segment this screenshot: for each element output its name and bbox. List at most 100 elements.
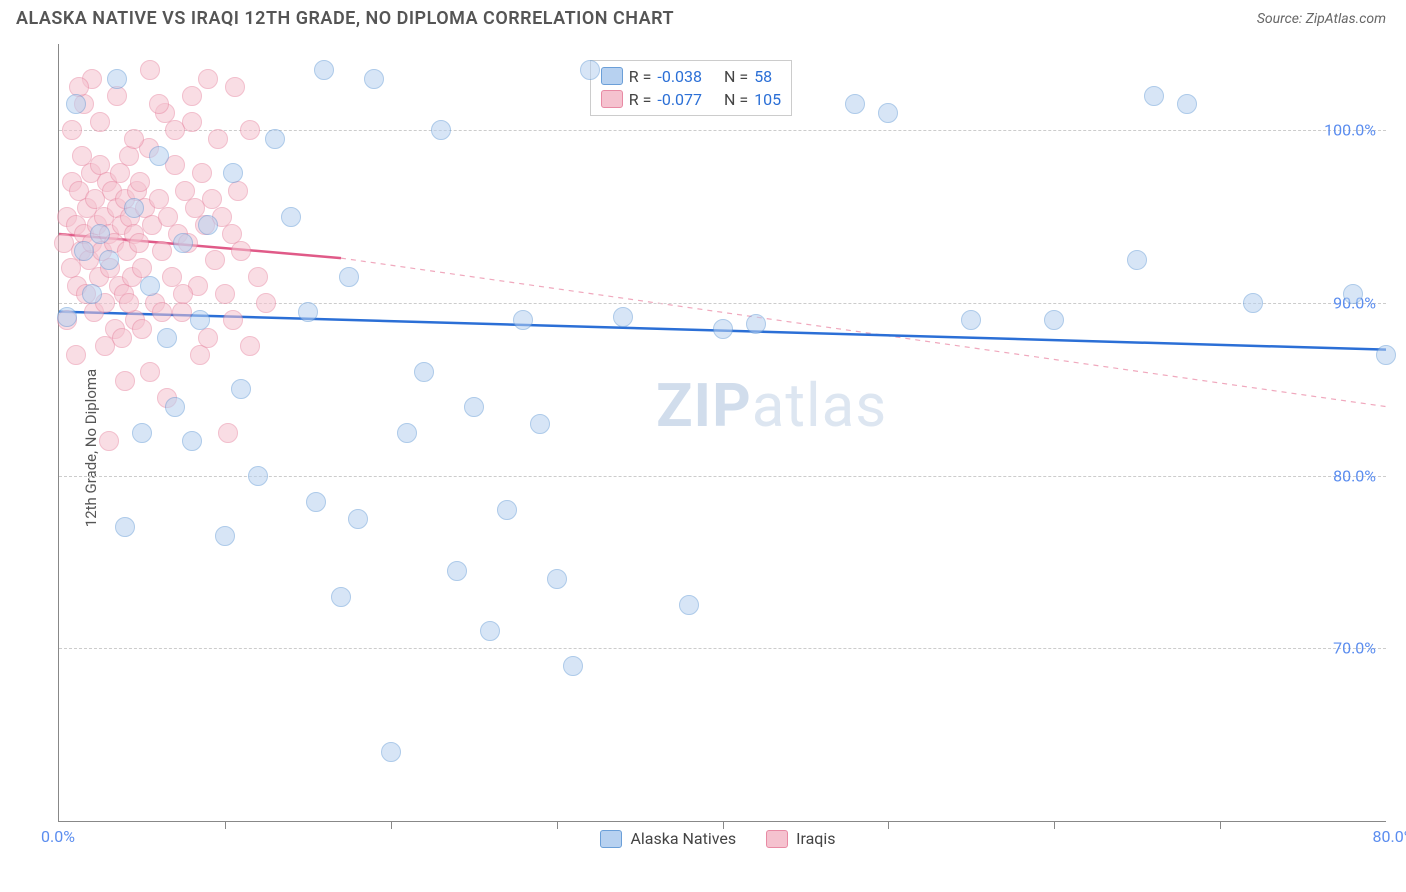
scatter-point bbox=[215, 526, 235, 546]
scatter-point bbox=[497, 500, 517, 520]
scatter-point bbox=[281, 207, 301, 227]
scatter-point bbox=[464, 397, 484, 417]
scatter-point bbox=[331, 587, 351, 607]
scatter-point bbox=[149, 94, 169, 114]
scatter-point bbox=[119, 293, 139, 313]
scatter-point bbox=[215, 284, 235, 304]
scatter-point bbox=[1177, 94, 1197, 114]
scatter-point bbox=[845, 94, 865, 114]
legend-swatch bbox=[601, 90, 623, 108]
x-tick bbox=[888, 821, 889, 829]
scatter-point bbox=[165, 120, 185, 140]
chart-area: 12th Grade, No Diploma ZIPatlas R =-0.03… bbox=[50, 44, 1386, 852]
trend-lines-layer bbox=[59, 44, 1386, 821]
chart-title: ALASKA NATIVE VS IRAQI 12TH GRADE, NO DI… bbox=[16, 8, 674, 29]
r-value[interactable]: -0.077 bbox=[657, 90, 702, 109]
scatter-point bbox=[381, 742, 401, 762]
x-tick-label: 80.0% bbox=[1373, 827, 1406, 846]
scatter-point bbox=[124, 129, 144, 149]
scatter-point bbox=[74, 241, 94, 261]
scatter-point bbox=[223, 163, 243, 183]
legend-swatch bbox=[601, 67, 623, 85]
r-value[interactable]: -0.038 bbox=[657, 67, 702, 86]
n-label: N = bbox=[724, 67, 748, 86]
legend-item: Alaska Natives bbox=[600, 829, 736, 848]
scatter-point bbox=[679, 595, 699, 615]
scatter-point bbox=[182, 431, 202, 451]
scatter-point bbox=[82, 284, 102, 304]
scatter-point bbox=[130, 172, 150, 192]
scatter-point bbox=[225, 77, 245, 97]
scatter-point bbox=[140, 276, 160, 296]
scatter-point bbox=[198, 328, 218, 348]
x-tick bbox=[391, 821, 392, 829]
scatter-point bbox=[348, 509, 368, 529]
scatter-point bbox=[339, 267, 359, 287]
scatter-point bbox=[129, 233, 149, 253]
x-tick-label: 0.0% bbox=[41, 827, 75, 846]
trend-line bbox=[341, 258, 1386, 406]
r-label: R = bbox=[629, 67, 652, 86]
scatter-point bbox=[1376, 345, 1396, 365]
n-value[interactable]: 105 bbox=[754, 90, 781, 109]
y-tick-label: 100.0% bbox=[1324, 121, 1376, 140]
scatter-point bbox=[223, 310, 243, 330]
scatter-point bbox=[112, 328, 132, 348]
r-label: R = bbox=[629, 90, 652, 109]
source-label: Source: ZipAtlas.com bbox=[1257, 11, 1386, 27]
scatter-point bbox=[182, 86, 202, 106]
scatter-point bbox=[132, 423, 152, 443]
scatter-point bbox=[1144, 86, 1164, 106]
scatter-point bbox=[447, 561, 467, 581]
series-name: Alaska Natives bbox=[630, 829, 736, 848]
scatter-point bbox=[99, 250, 119, 270]
scatter-point bbox=[414, 362, 434, 382]
gridline bbox=[59, 648, 1386, 649]
series-legend: Alaska Natives Iraqis bbox=[50, 829, 1386, 848]
scatter-point bbox=[90, 112, 110, 132]
scatter-point bbox=[165, 397, 185, 417]
scatter-point bbox=[218, 423, 238, 443]
scatter-point bbox=[547, 569, 567, 589]
scatter-point bbox=[364, 69, 384, 89]
scatter-point bbox=[173, 284, 193, 304]
scatter-point bbox=[713, 319, 733, 339]
scatter-point bbox=[205, 250, 225, 270]
scatter-point bbox=[90, 224, 110, 244]
scatter-point bbox=[99, 431, 119, 451]
scatter-point bbox=[115, 517, 135, 537]
scatter-point bbox=[231, 241, 251, 261]
x-tick bbox=[557, 821, 558, 829]
scatter-point bbox=[961, 310, 981, 330]
scatter-point bbox=[265, 129, 285, 149]
legend-item: Iraqis bbox=[766, 829, 835, 848]
series-name: Iraqis bbox=[796, 829, 835, 848]
scatter-point bbox=[157, 328, 177, 348]
n-value[interactable]: 58 bbox=[754, 67, 772, 86]
scatter-point bbox=[172, 302, 192, 322]
scatter-point bbox=[152, 241, 172, 261]
scatter-point bbox=[1127, 250, 1147, 270]
scatter-point bbox=[431, 120, 451, 140]
scatter-point bbox=[198, 215, 218, 235]
scatter-point bbox=[256, 293, 276, 313]
scatter-point bbox=[231, 379, 251, 399]
plot-region: ZIPatlas R =-0.038N =58R =-0.077N =105 7… bbox=[58, 44, 1386, 822]
scatter-point bbox=[152, 302, 172, 322]
scatter-point bbox=[613, 307, 633, 327]
scatter-point bbox=[66, 345, 86, 365]
scatter-point bbox=[62, 120, 82, 140]
watermark: ZIPatlas bbox=[656, 370, 887, 441]
scatter-point bbox=[107, 69, 127, 89]
scatter-point bbox=[240, 120, 260, 140]
y-tick-label: 80.0% bbox=[1333, 466, 1376, 485]
scatter-point bbox=[306, 492, 326, 512]
scatter-point bbox=[124, 198, 144, 218]
scatter-point bbox=[228, 181, 248, 201]
legend-row: R = -0.038 N = 58 bbox=[601, 65, 781, 88]
scatter-point bbox=[314, 60, 334, 80]
correlation-legend: R =-0.038N =58R =-0.077N =105 bbox=[590, 60, 792, 116]
x-tick bbox=[723, 821, 724, 829]
scatter-point bbox=[115, 371, 135, 391]
x-tick bbox=[225, 821, 226, 829]
